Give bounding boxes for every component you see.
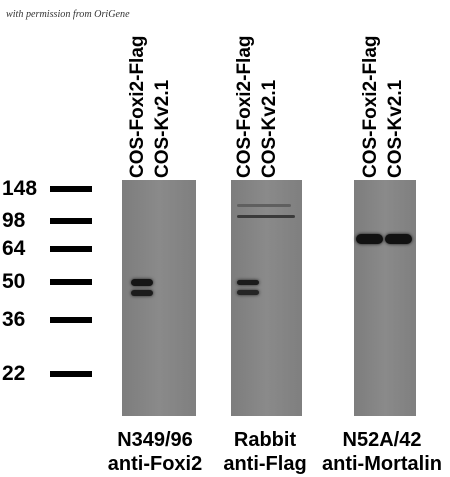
mw-tick (50, 317, 92, 323)
mw-label: 22 (2, 362, 26, 385)
band-flag-lower (237, 290, 259, 295)
caption-mortalin-line2: anti-Mortalin (322, 453, 442, 475)
caption-foxi2-line2: anti-Foxi2 (107, 453, 203, 475)
caption-foxi2: N349/96 anti-Foxi2 (90, 428, 220, 476)
lane-label-kv21-2: COS-Kv2.1 (259, 79, 280, 178)
blot-panel-foxi2 (122, 180, 196, 416)
band-foxi2-lower (131, 290, 153, 296)
mw-tick (50, 218, 92, 224)
mw-label: 64 (2, 237, 26, 260)
band-foxi2-upper (131, 279, 153, 286)
caption-flag-line2: anti-Flag (223, 453, 307, 475)
mw-label: 36 (2, 308, 26, 331)
watermark: with permission from OriGene (6, 8, 130, 20)
band-flag-upper (237, 280, 259, 285)
caption-foxi2-line1: N349/96 (117, 429, 193, 451)
caption-mortalin: N52A/42 anti-Mortalin (315, 428, 449, 476)
mw-tick (50, 371, 92, 377)
mw-tick (50, 186, 92, 192)
mw-tick (50, 279, 92, 285)
band-mortalin-lane1 (356, 234, 383, 244)
caption-flag-line1: Rabbit (233, 429, 297, 451)
band-mortalin-lane2 (385, 234, 412, 244)
blot-panel-mortalin (354, 180, 416, 416)
mw-label: 98 (2, 209, 26, 232)
caption-flag: Rabbit anti-Flag (205, 428, 325, 476)
lane-label-kv21-1: COS-Kv2.1 (152, 79, 173, 178)
mw-label: 50 (2, 270, 26, 293)
lane-label-foxi2-1: COS-Foxi2-Flag (127, 35, 148, 178)
lane-label-foxi2-3: COS-Foxi2-Flag (360, 35, 381, 178)
mw-tick (50, 246, 92, 252)
mw-label: 148 (2, 177, 38, 200)
blot-panel-flag (231, 180, 302, 416)
lane-label-foxi2-2: COS-Foxi2-Flag (234, 35, 255, 178)
band-flag-nonspecific (237, 215, 295, 218)
band-flag-faint-top (237, 204, 291, 207)
lane-label-kv21-3: COS-Kv2.1 (385, 79, 406, 178)
caption-mortalin-line1: N52A/42 (342, 429, 422, 451)
